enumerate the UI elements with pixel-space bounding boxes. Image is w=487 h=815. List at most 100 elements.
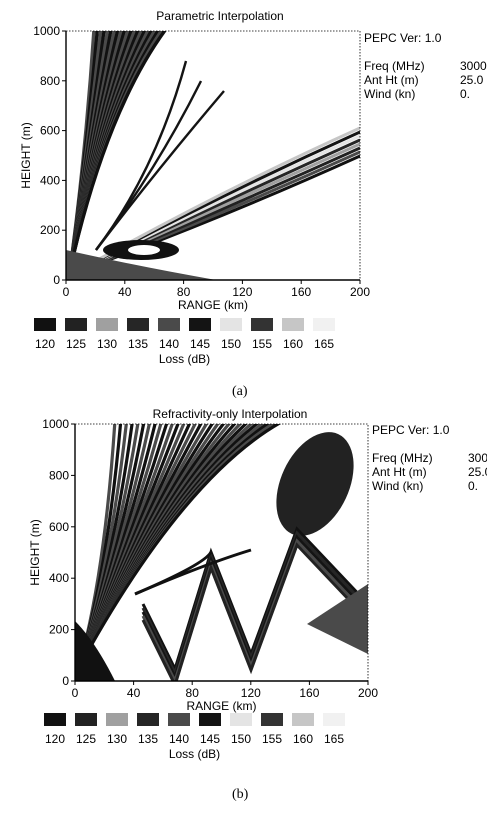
y-tick-label: 0 xyxy=(62,674,69,688)
legend-swatch xyxy=(96,318,118,331)
legend-swatch xyxy=(282,318,304,331)
legend-value: 150 xyxy=(231,732,251,746)
legend-swatch xyxy=(220,318,242,331)
loss-region xyxy=(75,621,115,681)
info-value: 3000. xyxy=(468,451,487,465)
info-label: Ant Ht (m) xyxy=(372,465,427,479)
legend-value: 145 xyxy=(200,732,220,746)
loss-contour xyxy=(77,424,282,668)
legend-value: 155 xyxy=(262,732,282,746)
loss-contour xyxy=(134,548,252,596)
y-tick-label: 800 xyxy=(40,74,60,88)
info-value: 0. xyxy=(460,87,471,101)
run-info: PEPC Ver: 1.0 Freq (MHz) 3000. Ant Ht (m)… xyxy=(372,423,487,493)
legend-value: 135 xyxy=(138,732,158,746)
legend-value: 165 xyxy=(324,732,344,746)
info-label: Ant Ht (m) xyxy=(364,73,419,87)
heatmap-plot: 0 40 80 120 160 200 0 200 400 600 800 1000 RANGE (km… xyxy=(28,417,378,713)
legend-value: 160 xyxy=(293,732,313,746)
info-label: Freq (MHz) xyxy=(372,451,433,465)
chart-title: Parametric Interpolation xyxy=(156,9,284,23)
info-value: 0. xyxy=(468,479,479,493)
y-tick-label: 0 xyxy=(53,273,60,287)
legend-value: 120 xyxy=(45,732,65,746)
y-tick-label: 200 xyxy=(40,223,60,237)
legend-swatch xyxy=(230,713,252,726)
y-tick-label: 400 xyxy=(40,173,60,187)
legend-value: 120 xyxy=(35,337,55,351)
legend-swatch xyxy=(137,713,159,726)
legend-swatch xyxy=(261,713,283,726)
panel-b: Refractivity-only Interpolation 0 40 80 120… xyxy=(0,407,487,815)
legend-title: Loss (dB) xyxy=(159,352,210,366)
legend-swatch xyxy=(106,713,128,726)
legend-value: 125 xyxy=(76,732,96,746)
legend-value: 140 xyxy=(159,337,179,351)
legend-swatch xyxy=(292,713,314,726)
x-tick-label: 80 xyxy=(186,686,200,700)
legend-swatch xyxy=(34,318,56,331)
info-label: Wind (kn) xyxy=(372,479,424,493)
x-tick-label: 40 xyxy=(118,285,132,299)
legend-value: 130 xyxy=(97,337,117,351)
legend-value: 125 xyxy=(66,337,86,351)
legend-swatch xyxy=(251,318,273,331)
y-tick-label: 200 xyxy=(49,623,69,637)
y-tick-label: 800 xyxy=(49,468,69,482)
legend-value: 155 xyxy=(252,337,272,351)
x-axis-label: RANGE (km) xyxy=(178,298,248,312)
loss-region xyxy=(307,584,368,654)
legend-value: 145 xyxy=(190,337,210,351)
y-axis-label: HEIGHT (m) xyxy=(28,519,42,585)
legend-swatch xyxy=(199,713,221,726)
x-tick-label: 200 xyxy=(358,686,378,700)
x-tick-label: 0 xyxy=(72,686,79,700)
legend-swatch xyxy=(189,318,211,331)
legend-value: 140 xyxy=(169,732,189,746)
legend-value: 165 xyxy=(314,337,334,351)
legend-swatch xyxy=(127,318,149,331)
x-tick-label: 40 xyxy=(127,686,141,700)
info-version: PEPC Ver: 1.0 xyxy=(372,423,450,437)
legend-value: 130 xyxy=(107,732,127,746)
loss-contour xyxy=(68,31,167,271)
info-version: PEPC Ver: 1.0 xyxy=(364,31,442,45)
x-tick-label: 120 xyxy=(241,686,261,700)
info-value: 25.0 xyxy=(460,73,484,87)
legend-value: 150 xyxy=(221,337,241,351)
x-tick-label: 200 xyxy=(350,285,370,299)
info-label: Wind (kn) xyxy=(364,87,416,101)
x-tick-label: 120 xyxy=(232,285,252,299)
y-axis-label: HEIGHT (m) xyxy=(19,122,33,188)
run-info: PEPC Ver: 1.0 Freq (MHz) 3000. Ant Ht (m)… xyxy=(364,31,487,101)
panel-a: Parametric Interpolation 0 40 80 120 160 200 0… xyxy=(0,0,487,407)
info-value: 3000. xyxy=(460,59,487,73)
x-tick-label: 80 xyxy=(177,285,191,299)
color-legend: 120 125 130 135 140 145 150 155 160 165 Loss (dB) xyxy=(34,318,335,366)
legend-swatch xyxy=(313,318,335,331)
legend-swatch xyxy=(44,713,66,726)
color-legend: 120 125 130 135 140 145 150 155 160 165 Loss (dB) xyxy=(44,713,345,761)
legend-swatch xyxy=(168,713,190,726)
loss-contour xyxy=(95,90,225,251)
info-value: 25.0 xyxy=(468,465,487,479)
x-tick-label: 160 xyxy=(291,285,311,299)
loss-contour xyxy=(141,542,368,681)
chart-title: Refractivity-only Interpolation xyxy=(152,407,308,421)
y-tick-label: 600 xyxy=(49,520,69,534)
x-tick-label: 160 xyxy=(299,686,319,700)
y-tick-label: 1000 xyxy=(33,24,60,38)
loss-region xyxy=(66,250,216,280)
legend-title: Loss (dB) xyxy=(169,747,220,761)
legend-swatch xyxy=(65,318,87,331)
loss-region xyxy=(128,245,160,255)
loss-region xyxy=(276,432,354,536)
legend-swatch xyxy=(75,713,97,726)
figure-caption: (a) xyxy=(232,384,248,399)
legend-swatch xyxy=(323,713,345,726)
x-axis-label: RANGE (km) xyxy=(187,699,257,713)
y-tick-label: 600 xyxy=(40,124,60,138)
legend-value: 160 xyxy=(283,337,303,351)
heatmap-plot: 0 40 80 120 160 200 0 200 400 600 800 1000 RANGE (km… xyxy=(19,24,370,312)
x-tick-label: 0 xyxy=(63,285,70,299)
